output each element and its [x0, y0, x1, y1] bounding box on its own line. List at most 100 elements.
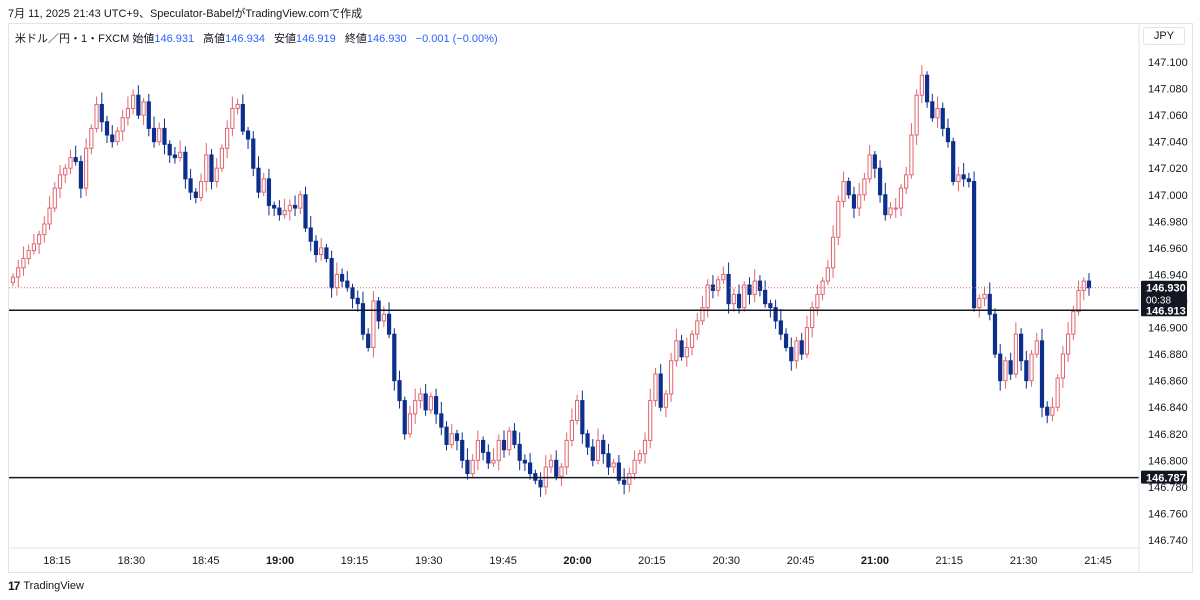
- candle[interactable]: [1018, 328, 1024, 371]
- candle[interactable]: [940, 102, 945, 137]
- candle[interactable]: [517, 432, 522, 471]
- candle[interactable]: [757, 275, 763, 297]
- candle[interactable]: [862, 172, 867, 201]
- candle[interactable]: [783, 328, 789, 352]
- candle[interactable]: [240, 94, 245, 136]
- currency-button[interactable]: JPY: [1143, 27, 1185, 45]
- candle[interactable]: [909, 123, 914, 179]
- candle[interactable]: [78, 155, 84, 199]
- candle[interactable]: [292, 195, 298, 217]
- candle[interactable]: [789, 337, 794, 371]
- candle[interactable]: [867, 144, 872, 183]
- candle[interactable]: [585, 429, 590, 456]
- candle[interactable]: [904, 166, 909, 195]
- candle[interactable]: [611, 459, 616, 473]
- candle[interactable]: [84, 138, 89, 197]
- candle[interactable]: [1060, 346, 1065, 388]
- candle[interactable]: [470, 454, 475, 478]
- candle[interactable]: [480, 436, 486, 461]
- candle[interactable]: [580, 390, 585, 444]
- candle[interactable]: [26, 244, 31, 265]
- candle[interactable]: [528, 453, 533, 480]
- candle[interactable]: [1008, 352, 1013, 381]
- candle[interactable]: [287, 199, 292, 221]
- candle[interactable]: [392, 328, 397, 391]
- candle[interactable]: [992, 308, 998, 359]
- candle[interactable]: [407, 405, 413, 438]
- candle[interactable]: [888, 202, 893, 219]
- candle[interactable]: [627, 467, 632, 493]
- candle[interactable]: [548, 454, 554, 473]
- candle[interactable]: [763, 280, 768, 308]
- candle[interactable]: [825, 259, 830, 286]
- candle[interactable]: [57, 164, 63, 199]
- candle[interactable]: [381, 306, 386, 327]
- candle[interactable]: [851, 186, 857, 219]
- candle[interactable]: [846, 177, 851, 199]
- candle[interactable]: [684, 337, 689, 367]
- candle[interactable]: [977, 294, 982, 318]
- candle[interactable]: [141, 97, 146, 126]
- candle[interactable]: [674, 328, 679, 367]
- candle[interactable]: [1071, 305, 1076, 341]
- candle[interactable]: [68, 149, 73, 175]
- candle[interactable]: [172, 146, 178, 164]
- tradingview-brand[interactable]: 17 TradingView: [8, 579, 84, 593]
- candle[interactable]: [836, 195, 841, 246]
- candle[interactable]: [402, 396, 407, 440]
- candle[interactable]: [575, 394, 580, 425]
- candle[interactable]: [804, 315, 810, 359]
- candle[interactable]: [439, 401, 444, 436]
- candle[interactable]: [658, 364, 663, 412]
- candle[interactable]: [919, 65, 924, 104]
- candle[interactable]: [857, 182, 862, 217]
- candle[interactable]: [496, 434, 501, 471]
- candle[interactable]: [721, 266, 726, 284]
- candle[interactable]: [110, 125, 115, 148]
- candle[interactable]: [695, 312, 700, 341]
- candle[interactable]: [1086, 273, 1092, 296]
- candle[interactable]: [742, 281, 747, 312]
- candle[interactable]: [1081, 277, 1086, 301]
- candle[interactable]: [1034, 332, 1039, 359]
- candle[interactable]: [282, 198, 287, 219]
- candle[interactable]: [21, 246, 26, 276]
- candle[interactable]: [1055, 374, 1060, 412]
- candle[interactable]: [449, 423, 454, 449]
- candle[interactable]: [893, 198, 898, 219]
- candle[interactable]: [460, 432, 465, 469]
- candle[interactable]: [830, 225, 836, 278]
- candle[interactable]: [31, 233, 36, 255]
- candle[interactable]: [94, 96, 99, 133]
- candle[interactable]: [956, 166, 961, 192]
- candle[interactable]: [606, 443, 611, 475]
- candle[interactable]: [637, 449, 642, 465]
- candle[interactable]: [10, 273, 16, 287]
- candle[interactable]: [601, 434, 606, 464]
- candle[interactable]: [345, 271, 350, 292]
- candle[interactable]: [125, 96, 131, 126]
- candle[interactable]: [1003, 356, 1008, 389]
- candle[interactable]: [63, 164, 68, 183]
- candle[interactable]: [794, 336, 799, 369]
- candle[interactable]: [245, 127, 251, 149]
- candle[interactable]: [898, 184, 904, 217]
- candle[interactable]: [935, 96, 940, 128]
- candle[interactable]: [178, 140, 183, 162]
- candle[interactable]: [183, 146, 188, 189]
- candle[interactable]: [877, 160, 883, 203]
- candle[interactable]: [355, 290, 360, 312]
- candle[interactable]: [491, 448, 496, 467]
- candle[interactable]: [799, 332, 804, 361]
- candle[interactable]: [653, 368, 658, 407]
- candle[interactable]: [564, 432, 569, 475]
- candle[interactable]: [1039, 328, 1045, 418]
- candle[interactable]: [219, 144, 225, 173]
- candle[interactable]: [251, 131, 256, 177]
- candle[interactable]: [538, 472, 543, 497]
- candle[interactable]: [951, 137, 956, 186]
- candle[interactable]: [73, 145, 78, 166]
- candle[interactable]: [465, 448, 470, 480]
- candle[interactable]: [559, 462, 564, 487]
